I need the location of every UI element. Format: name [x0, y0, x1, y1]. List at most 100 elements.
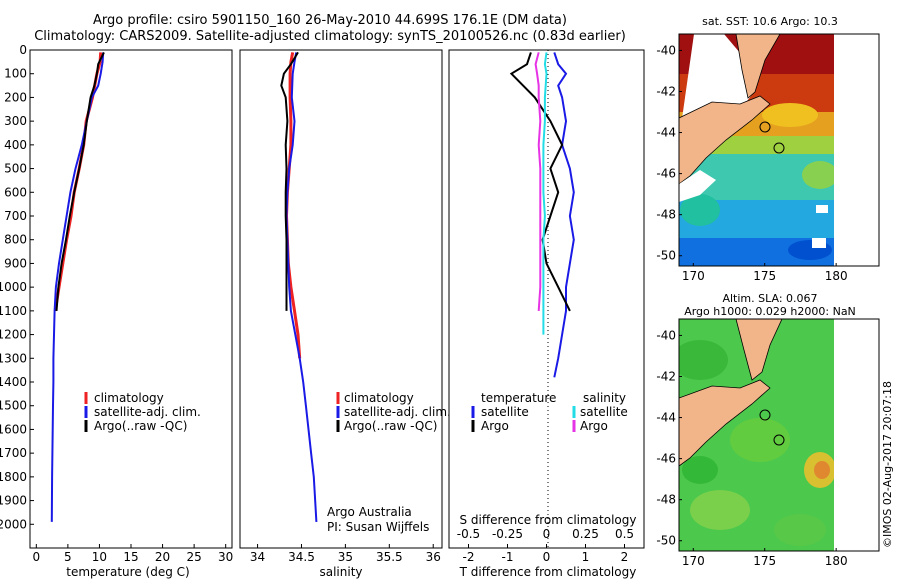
- temperature-tick-label: 15: [123, 550, 138, 564]
- s-difference-tick-label: 0.5: [615, 527, 634, 541]
- difference-series: [509, 52, 575, 378]
- depth-tick-label: 2000: [0, 517, 27, 531]
- sst-map-ticks: 170 175 180 -40 -42 -44 -46 -48 -50: [656, 43, 847, 283]
- sst-map-panel: sat. SST: 10.6 Argo: 10.3 170 175 1: [656, 15, 880, 283]
- temperature-panel: 0100200300400500600700800900100011001200…: [0, 43, 233, 579]
- temperature-axes-box: [29, 49, 233, 549]
- s-difference-xlabel: S difference from climatology: [460, 513, 637, 527]
- salinity-line-argo: [280, 51, 299, 311]
- temperature-series: [50, 51, 105, 522]
- depth-tick-label: 1900: [0, 494, 27, 508]
- s-difference-tick-label: 0.25: [572, 527, 599, 541]
- legend-label-t-satellite: satellite: [481, 405, 529, 419]
- depth-tick-label: 300: [4, 114, 27, 128]
- t-difference-line-argo: [509, 52, 571, 312]
- depth-tick-label: 1400: [0, 375, 27, 389]
- salinity-tick-label: 36: [426, 550, 441, 564]
- attribution-line2: PI: Susan Wijffels: [327, 520, 429, 534]
- imos-credit: ©IMOS 02-Aug-2017 20:07:18: [881, 381, 894, 548]
- longitude-tick-label: 180: [825, 554, 848, 568]
- latitude-tick-label: -48: [656, 493, 676, 507]
- temperature-tick-label: 10: [92, 550, 107, 564]
- legend-heading-salinity: salinity: [583, 391, 626, 405]
- legend-label-argo: Argo(..raw -QC): [94, 419, 187, 433]
- sla-map-title: Altim. SLA: 0.067: [722, 292, 817, 305]
- temperature-line-satellite-adj: [50, 52, 105, 522]
- salinity-axes-box: [239, 49, 443, 549]
- salinity-tick-label: 35.5: [376, 550, 403, 564]
- legend-label-climatology: climatology: [94, 391, 164, 405]
- s-difference-tick-label: -0.25: [492, 527, 523, 541]
- salinity-tick-labels: 34 34.5 35 35.5 36: [250, 544, 441, 564]
- t-difference-tick-label: -2: [463, 550, 475, 564]
- temperature-tick-label: 20: [155, 550, 170, 564]
- salinity-xlabel: salinity: [319, 565, 362, 579]
- depth-tick-label: 1700: [0, 446, 27, 460]
- latitude-tick-label: -40: [656, 328, 676, 342]
- salinity-line-satellite-adj: [285, 52, 318, 522]
- depth-tick-label: 900: [4, 256, 27, 270]
- longitude-tick-label: 170: [682, 269, 705, 283]
- s-difference-tick-label: -0.5: [457, 527, 480, 541]
- t-difference-tick-label: 2: [621, 550, 629, 564]
- latitude-tick-label: -42: [656, 84, 676, 98]
- difference-axes-box: [448, 49, 645, 549]
- longitude-tick-label: 175: [753, 554, 776, 568]
- t-difference-tick-label: -1: [502, 550, 514, 564]
- legend-label-satellite: satellite-adj. clim.: [344, 405, 451, 419]
- latitude-tick-label: -44: [656, 126, 676, 140]
- depth-tick-label: 1600: [0, 422, 27, 436]
- sla-map-field: [679, 319, 879, 551]
- t-difference-tick-label: 0: [543, 550, 551, 564]
- latitude-tick-label: -44: [656, 411, 676, 425]
- latitude-tick-label: -48: [656, 208, 676, 222]
- depth-tick-labels: 0 100 200 300 400 500 600 700 800 900 1000 1100 1200…: [0, 43, 34, 531]
- legend-label-climatology: climatology: [344, 391, 414, 405]
- temperature-tick-labels: 0 5 10 15 20 25 30: [32, 544, 233, 564]
- legend-heading-temperature: temperature: [481, 391, 556, 405]
- temperature-tick-label: 5: [64, 550, 72, 564]
- depth-tick-label: 1300: [0, 351, 27, 365]
- temperature-tick-label: 30: [218, 550, 233, 564]
- argo-float-marker-secondary: [773, 142, 785, 154]
- sst-map-field: [679, 34, 879, 266]
- argo-float-marker: [759, 409, 771, 421]
- temperature-line-argo: [55, 51, 105, 311]
- difference-panel: -2 -1 0 1 2 -0.5 -0.25 0 0.25 0.5 S difference f…: [448, 49, 645, 579]
- figure-title-line1: Argo profile: csiro 5901150_160 26-May-2…: [93, 13, 567, 28]
- sst-map-title: sat. SST: 10.6 Argo: 10.3: [702, 15, 838, 28]
- argo-float-marker-secondary: [773, 434, 785, 446]
- difference-legend-temperature: temperature satellite Argo: [471, 391, 556, 433]
- depth-tick-label: 1800: [0, 470, 27, 484]
- legend-label-s-satellite: satellite: [580, 405, 628, 419]
- depth-tick-label: 200: [4, 90, 27, 104]
- s-difference-line-satellite: [542, 52, 548, 335]
- depth-tick-label: 700: [4, 209, 27, 223]
- salinity-tick-label: 34.5: [288, 550, 315, 564]
- longitude-tick-label: 180: [825, 269, 848, 283]
- depth-tick-label: 800: [4, 233, 27, 247]
- difference-legend-salinity: salinity satellite Argo: [572, 391, 628, 433]
- sla-map-subtitle: Argo h1000: 0.029 h2000: NaN: [684, 305, 856, 318]
- t-difference-tick-label: 1: [582, 550, 590, 564]
- depth-tick-label: 400: [4, 138, 27, 152]
- depth-tick-label: 0: [19, 43, 27, 57]
- depth-tick-label: 600: [4, 185, 27, 199]
- figure-title-line2: Climatology: CARS2009. Satellite-adjuste…: [34, 29, 626, 44]
- legend-label-s-argo: Argo: [580, 419, 608, 433]
- depth-tick-label: 1100: [0, 304, 27, 318]
- longitude-tick-label: 175: [753, 269, 776, 283]
- attribution-line1: Argo Australia: [327, 505, 412, 519]
- t-difference-xlabel: T difference from climatology: [459, 565, 637, 579]
- argo-float-marker: [759, 121, 771, 133]
- latitude-tick-label: -40: [656, 43, 676, 57]
- salinity-tick-label: 34: [250, 550, 265, 564]
- salinity-series: [280, 51, 318, 522]
- salinity-tick-label: 35: [338, 550, 353, 564]
- temperature-legend: climatology satellite-adj. clim. Argo(..…: [84, 391, 201, 433]
- depth-tick-label: 500: [4, 162, 27, 176]
- sla-map-panel: Altim. SLA: 0.067 Argo h1000: 0.029 h200…: [656, 292, 880, 568]
- latitude-tick-label: -42: [656, 369, 676, 383]
- latitude-tick-label: -50: [656, 249, 676, 263]
